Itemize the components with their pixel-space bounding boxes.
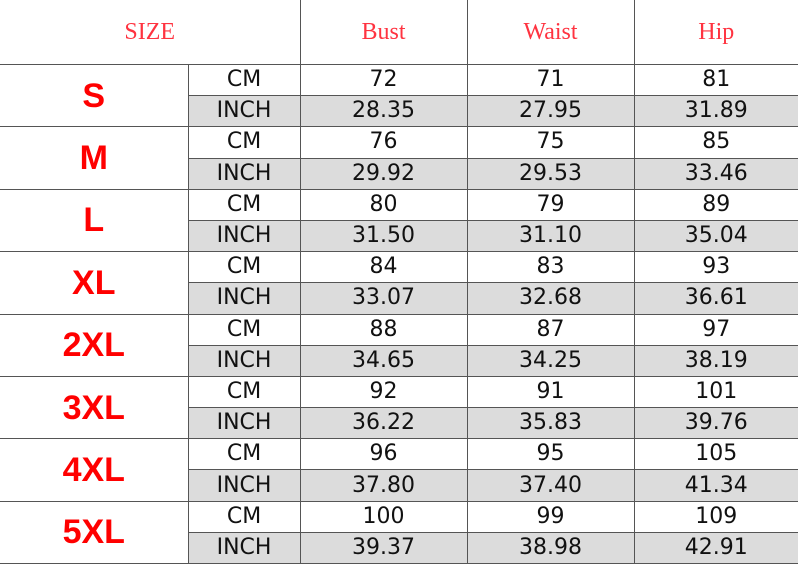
size-label: 3XL [0,375,189,440]
table-row-cm: S CM 72 71 81 [0,63,798,128]
table-row-inch: INCH 36.22 35.83 39.76 [0,407,798,440]
table-row-inch: INCH 33.07 32.68 36.61 [0,282,798,315]
unit-cm: CM [187,313,301,346]
inch-value: 31.50 [299,219,468,253]
inch-value: 33.46 [633,157,798,190]
unit-inch: INCH [187,157,301,190]
cm-value: 71 [466,63,635,97]
unit-inch: INCH [187,95,301,128]
cm-value: 84 [299,251,468,284]
cm-value: 76 [299,126,468,159]
cm-value: 96 [299,438,468,471]
inch-value: 38.19 [633,344,798,377]
inch-value: 31.89 [633,95,798,128]
cm-value: 95 [466,438,635,471]
size-label: L [0,188,189,253]
cm-value: 100 [299,500,468,533]
unit-cm: CM [187,251,301,284]
table-row-cm: 3XL CM 92 91 101 [0,375,798,440]
inch-value: 36.61 [633,282,798,315]
unit-inch: INCH [187,531,301,565]
inch-value: 42.91 [633,531,798,565]
cm-value: 105 [633,438,798,471]
cm-value: 72 [299,63,468,97]
table-row-cm: 2XL CM 88 87 97 [0,313,798,377]
cm-value: 81 [633,63,798,97]
table-row-cm: M CM 76 75 85 [0,126,798,190]
cm-value: 85 [633,126,798,159]
inch-value: 29.92 [299,157,468,190]
size-label: 2XL [0,313,189,377]
header-bust: Bust [299,0,468,65]
unit-inch: INCH [187,469,301,502]
inch-value: 38.98 [466,531,635,565]
unit-cm: CM [187,500,301,533]
cm-value: 93 [633,251,798,284]
inch-value: 41.34 [633,469,798,502]
inch-value: 34.25 [466,344,635,377]
inch-value: 35.04 [633,219,798,253]
cm-value: 97 [633,313,798,346]
cm-value: 88 [299,313,468,346]
cm-value: 83 [466,251,635,284]
table-row-inch: INCH 28.35 27.95 31.89 [0,95,798,128]
cm-value: 89 [633,188,798,221]
inch-value: 27.95 [466,95,635,128]
inch-value: 35.83 [466,407,635,440]
inch-value: 29.53 [466,157,635,190]
size-label: XL [0,251,189,315]
cm-value: 87 [466,313,635,346]
cm-value: 99 [466,500,635,533]
unit-cm: CM [187,375,301,409]
table-row-inch: INCH 29.92 29.53 33.46 [0,157,798,190]
header-size: SIZE [0,0,301,65]
unit-cm: CM [187,188,301,221]
cm-value: 80 [299,188,468,221]
inch-value: 28.35 [299,95,468,128]
size-label: 5XL [0,500,189,565]
cm-value: 91 [466,375,635,409]
unit-inch: INCH [187,282,301,315]
header-waist: Waist [466,0,635,65]
inch-value: 34.65 [299,344,468,377]
inch-value: 39.37 [299,531,468,565]
inch-value: 36.22 [299,407,468,440]
cm-value: 79 [466,188,635,221]
size-label: 4XL [0,438,189,502]
cm-value: 75 [466,126,635,159]
unit-inch: INCH [187,344,301,377]
table-row-inch: INCH 37.80 37.40 41.34 [0,469,798,502]
table-row-inch: INCH 31.50 31.10 35.04 [0,219,798,253]
inch-value: 33.07 [299,282,468,315]
cm-value: 109 [633,500,798,533]
unit-inch: INCH [187,219,301,253]
unit-cm: CM [187,126,301,159]
size-label: S [0,63,189,128]
cm-value: 92 [299,375,468,409]
unit-inch: INCH [187,407,301,440]
size-label: M [0,126,189,190]
table-row-cm: 5XL CM 100 99 109 [0,500,798,565]
inch-value: 39.76 [633,407,798,440]
table-row-cm: 4XL CM 96 95 105 [0,438,798,502]
header-hip: Hip [633,0,798,65]
table-row-inch: INCH 34.65 34.25 38.19 [0,344,798,377]
inch-value: 32.68 [466,282,635,315]
inch-value: 37.40 [466,469,635,502]
table-row-cm: L CM 80 79 89 [0,188,798,253]
unit-cm: CM [187,438,301,471]
table-row-inch: INCH 39.37 38.98 42.91 [0,531,798,565]
inch-value: 37.80 [299,469,468,502]
cm-value: 101 [633,375,798,409]
inch-value: 31.10 [466,219,635,253]
table-row-cm: XL CM 84 83 93 [0,251,798,315]
unit-cm: CM [187,63,301,97]
